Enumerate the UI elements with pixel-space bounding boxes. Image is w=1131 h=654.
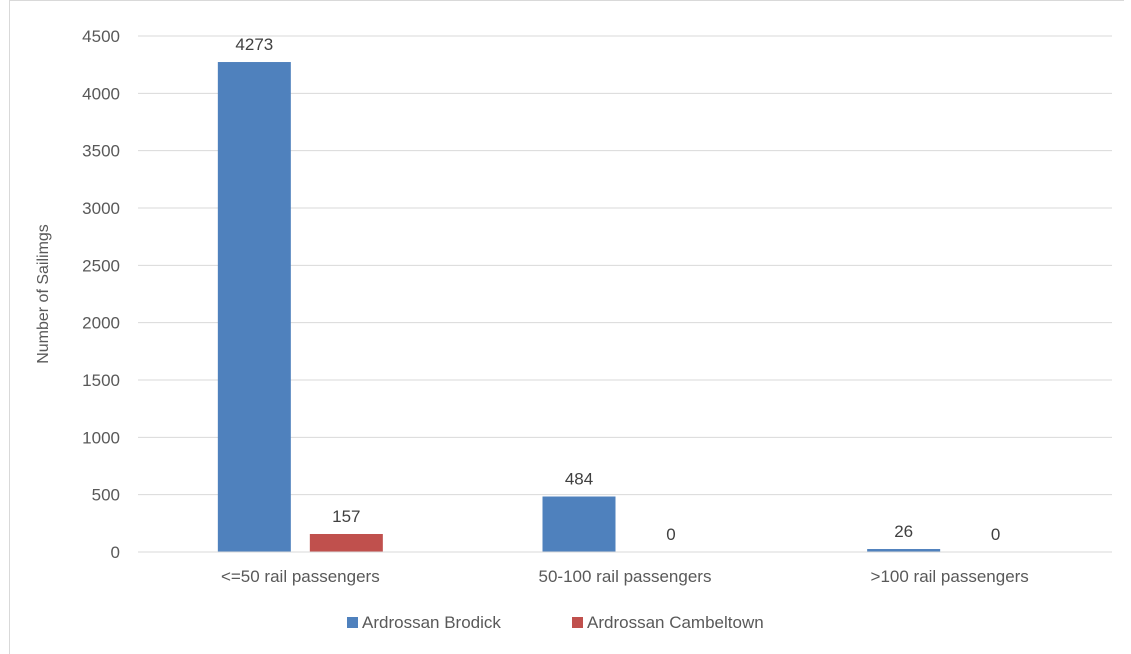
legend-label: Ardrossan Cambeltown [587, 613, 764, 632]
legend-swatch [572, 617, 583, 628]
legend-label: Ardrossan Brodick [362, 613, 501, 632]
y-tick-label: 1500 [82, 371, 120, 390]
data-label: 4273 [235, 35, 273, 54]
bars [217, 62, 941, 553]
y-tick-label: 3500 [82, 142, 120, 161]
bar-brodick [867, 549, 941, 552]
y-tick-label: 4500 [82, 27, 120, 46]
data-labels: 4273 157 484 0 26 0 [235, 35, 1000, 544]
category-label: 50-100 rail passengers [539, 567, 712, 586]
category-label: >100 rail passengers [871, 567, 1029, 586]
y-tick-label: 0 [111, 543, 120, 562]
y-tick-label: 500 [92, 486, 120, 505]
y-axis-ticks: 0 500 1000 1500 2000 2500 3000 3500 4000 4500 [82, 27, 120, 562]
data-label: 0 [991, 525, 1000, 544]
bar-cambeltown [309, 533, 383, 552]
bar-brodick [542, 496, 616, 552]
y-tick-label: 4000 [82, 84, 120, 103]
category-label: <=50 rail passengers [221, 567, 380, 586]
y-tick-label: 2000 [82, 314, 120, 333]
chart-frame [9, 0, 1124, 654]
y-tick-label: 2500 [82, 256, 120, 275]
y-tick-label: 3000 [82, 199, 120, 218]
legend-swatch [347, 617, 358, 628]
data-label: 26 [894, 522, 913, 541]
gridlines [138, 35, 1112, 496]
data-label: 157 [332, 507, 360, 526]
data-label: 0 [666, 525, 675, 544]
bar-brodick [217, 62, 291, 553]
x-axis-categories: <=50 rail passengers 50-100 rail passenge… [221, 567, 1029, 586]
y-tick-label: 1000 [82, 428, 120, 447]
y-axis-title: Number of Sailimgs [35, 224, 52, 364]
data-label: 484 [565, 470, 593, 489]
legend: Ardrossan Brodick Ardrossan Cambeltown [347, 613, 764, 632]
